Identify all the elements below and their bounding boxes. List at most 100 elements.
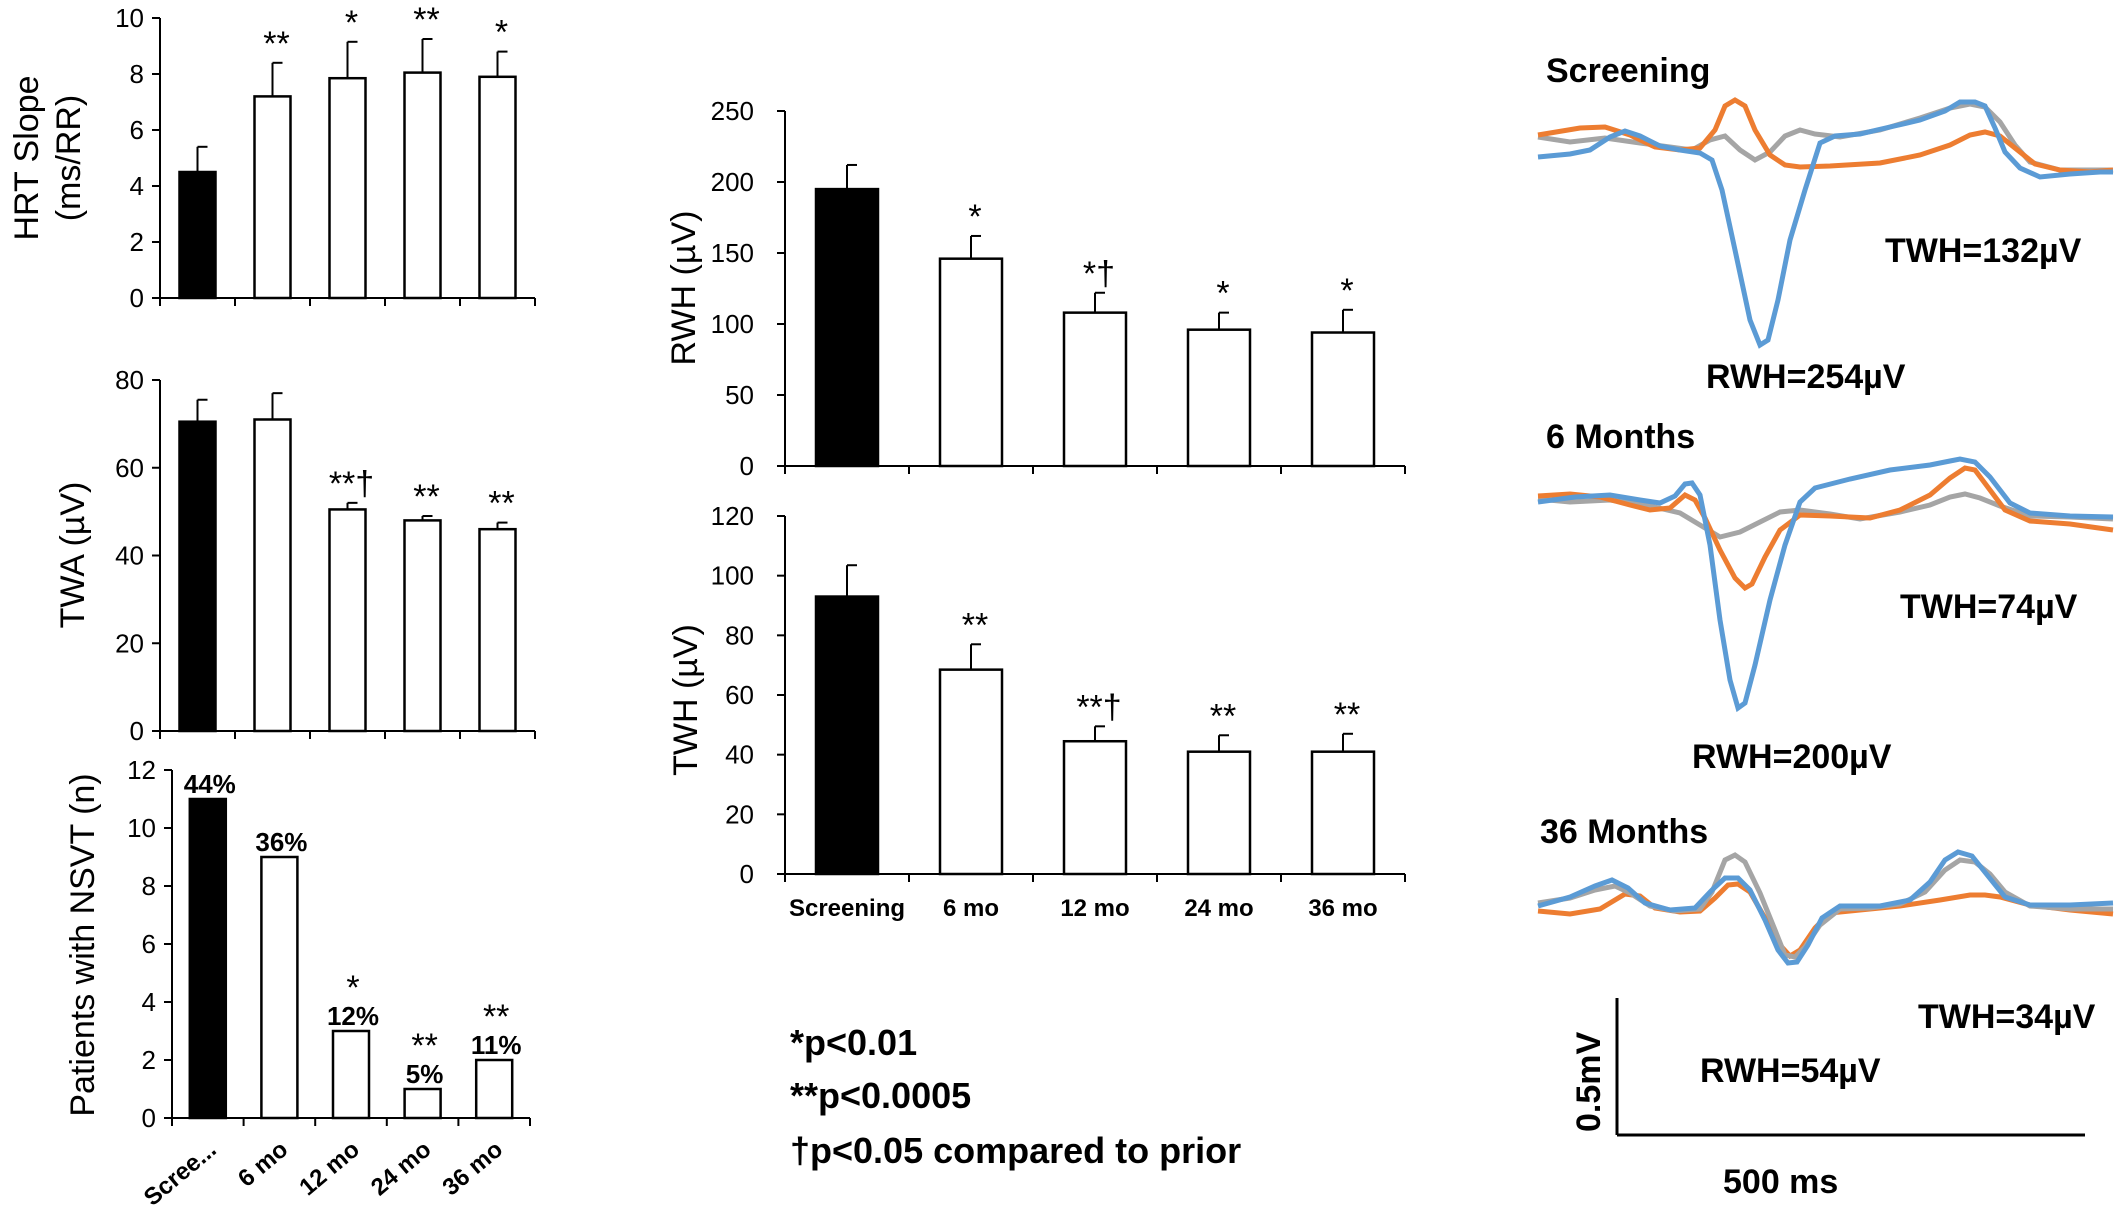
bar-rwh-3 — [1186, 328, 1252, 468]
significance-label: * — [1216, 275, 1229, 313]
y-axis-label: HRT Slope — [8, 75, 46, 240]
bar-nsvt-1 — [260, 855, 299, 1120]
bar-twa-0 — [178, 420, 217, 733]
bar-rwh-4 — [1310, 331, 1376, 468]
bar-twa-3 — [403, 519, 442, 733]
y-tick-label: 20 — [725, 799, 754, 829]
y-tick-label: 40 — [115, 541, 144, 571]
chart-nsvt: 0 2 4 6 8 10 12 Patients with NSVT (n) 44% Scree.… — [64, 755, 531, 1212]
y-tick-label: 2 — [130, 227, 144, 257]
bar-twa-4 — [478, 527, 517, 733]
ecg-rwh-6-months: RWH=200µV — [1692, 738, 1892, 776]
y-tick-label: 8 — [142, 871, 156, 901]
percent-label: 11% — [471, 1030, 522, 1060]
y-axis-label: TWA (µV) — [54, 482, 92, 629]
chart-twa: 0 20 40 60 80 TWA (µV) **† ** ** — [54, 365, 536, 746]
x-tick-label: 36 mo — [1308, 895, 1377, 922]
bar-rwh-2 — [1062, 311, 1128, 468]
significance-label: ** — [1334, 696, 1360, 734]
ecg-trace-6mo-blue — [1537, 456, 2114, 713]
x-tick-label: Scree... — [139, 1136, 222, 1212]
y-tick-label: 40 — [725, 740, 754, 770]
y-axis-label: Patients with NSVT (n) — [64, 773, 102, 1116]
y-tick-label: 6 — [142, 929, 156, 959]
y-axis-label: TWH (µV) — [667, 624, 705, 776]
bar-twh-0 — [814, 595, 880, 876]
y-tick-label: 4 — [142, 987, 156, 1017]
y-tick-label: 250 — [711, 96, 754, 126]
significance-legend: *p<0.01 **p<0.0005 †p<0.05 compared to p… — [790, 1022, 1241, 1171]
percent-label: 5% — [406, 1059, 444, 1089]
ecg-twh-6-months: TWH=74µV — [1900, 588, 2078, 626]
y-tick-label: 0 — [130, 283, 144, 313]
y-tick-label: 200 — [711, 167, 754, 197]
y-tick-label: 150 — [711, 238, 754, 268]
bar-hrt-4 — [478, 75, 517, 300]
y-tick-label: 100 — [711, 309, 754, 339]
y-tick-label: 2 — [142, 1045, 156, 1075]
y-tick-label: 50 — [725, 380, 754, 410]
ecg-twh-screening: TWH=132µV — [1885, 232, 2082, 270]
ecg-title-screening: Screening — [1546, 52, 1710, 90]
bar-rwh-0 — [814, 187, 880, 468]
bar-nsvt-4 — [474, 1058, 514, 1120]
y-tick-label: 60 — [115, 453, 144, 483]
bar-twh-1 — [938, 668, 1004, 876]
bar-hrt-3 — [403, 71, 442, 300]
significance-label: ** — [488, 485, 514, 523]
chart-twh: 0 20 40 60 80 100 120 TWH (µV) Screening ** 6 mo **… — [667, 501, 1406, 922]
bar-twh-3 — [1186, 750, 1252, 876]
y-tick-label: 10 — [127, 813, 156, 843]
ecg-examples: Screening TWH=132µV RWH=254µV 6 Months T… — [1537, 52, 2114, 1201]
y-tick-label: 80 — [725, 620, 754, 650]
ecg-twh-36-months: TWH=34µV — [1918, 998, 2096, 1036]
y-tick-label: 0 — [740, 859, 754, 889]
y-tick-label: 8 — [130, 59, 144, 89]
y-tick-label: 120 — [711, 501, 754, 531]
significance-label: * — [1340, 272, 1353, 310]
legend-line-1: *p<0.01 — [790, 1022, 917, 1063]
significance-label: * — [345, 4, 358, 42]
y-tick-label: 10 — [115, 3, 144, 33]
bar-nsvt-2 — [331, 1029, 371, 1120]
x-tick-label: 24 mo — [366, 1136, 436, 1201]
scale-bar: 0.5mV 500 ms — [1570, 998, 2085, 1201]
legend-line-3: †p<0.05 compared to prior — [790, 1130, 1241, 1171]
significance-label: ** — [411, 1027, 437, 1065]
bar-hrt-2 — [328, 76, 367, 300]
x-tick-label: 6 mo — [943, 895, 999, 922]
bar-nsvt-0 — [188, 797, 228, 1120]
ecg-title-36-months: 36 Months — [1540, 813, 1708, 851]
scale-bar-vertical-label: 0.5mV — [1570, 1032, 1608, 1132]
y-tick-label: 20 — [115, 628, 144, 658]
significance-label: ** — [483, 998, 509, 1036]
y-tick-label: 12 — [127, 755, 156, 785]
y-tick-label: 0 — [740, 451, 754, 481]
ecg-trace-36mo-blue — [1537, 849, 2114, 966]
x-tick-label: 12 mo — [294, 1136, 364, 1201]
x-tick-label: Screening — [789, 895, 905, 922]
y-tick-label: 100 — [711, 561, 754, 591]
ecg-trace-screening-blue — [1537, 99, 2113, 349]
significance-label: * — [346, 969, 359, 1007]
significance-label: * — [495, 14, 508, 52]
percent-label: 36% — [255, 827, 307, 857]
ecg-rwh-screening: RWH=254µV — [1706, 358, 1906, 396]
y-axis-label: (ms/RR) — [50, 95, 88, 222]
bar-twh-2 — [1062, 739, 1128, 876]
scale-bar-horizontal-label: 500 ms — [1723, 1163, 1838, 1201]
ecg-title-6-months: 6 Months — [1546, 418, 1695, 456]
significance-label: **† — [1076, 688, 1121, 726]
significance-label: **† — [329, 465, 374, 503]
y-tick-label: 6 — [130, 115, 144, 145]
ecg-trace-6mo-orange — [1537, 465, 2114, 592]
significance-label: * — [968, 198, 981, 236]
bar-nsvt-3 — [403, 1087, 442, 1120]
significance-label: ** — [263, 25, 289, 63]
bar-twa-1 — [253, 418, 292, 733]
y-tick-label: 60 — [725, 680, 754, 710]
bar-twa-2 — [328, 508, 367, 733]
bar-rwh-1 — [938, 257, 1004, 468]
